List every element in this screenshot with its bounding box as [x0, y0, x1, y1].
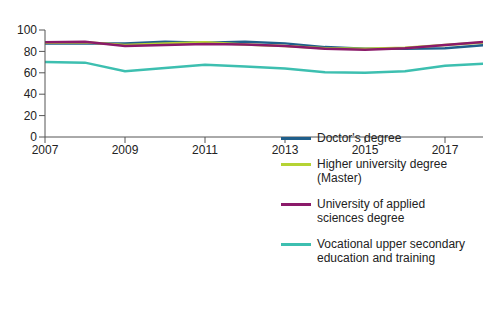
svg-text:2017: 2017 — [432, 143, 459, 157]
svg-text:40: 40 — [24, 87, 38, 101]
svg-text:60: 60 — [24, 66, 38, 80]
svg-text:2013: 2013 — [272, 143, 299, 157]
svg-text:100: 100 — [17, 23, 37, 37]
svg-text:0: 0 — [30, 130, 37, 144]
svg-text:2015: 2015 — [352, 143, 379, 157]
svg-text:80: 80 — [24, 45, 38, 59]
html-text:Vocational upper secondary edu: Vocational upper secondary education and… — [317, 237, 466, 265]
svg-text:2011: 2011 — [192, 143, 218, 157]
svg-text:2009: 2009 — [112, 143, 139, 157]
svg-text:2007: 2007 — [32, 143, 59, 157]
svg-text:20: 20 — [24, 109, 38, 123]
html-text:University of applied sciences: University of applied sciences degree — [317, 197, 426, 225]
html-text:Doctor's degree: Doctor's degree — [317, 131, 402, 145]
html-text:Higher university degree (Mast: Higher university degree (Master) — [317, 157, 448, 185]
